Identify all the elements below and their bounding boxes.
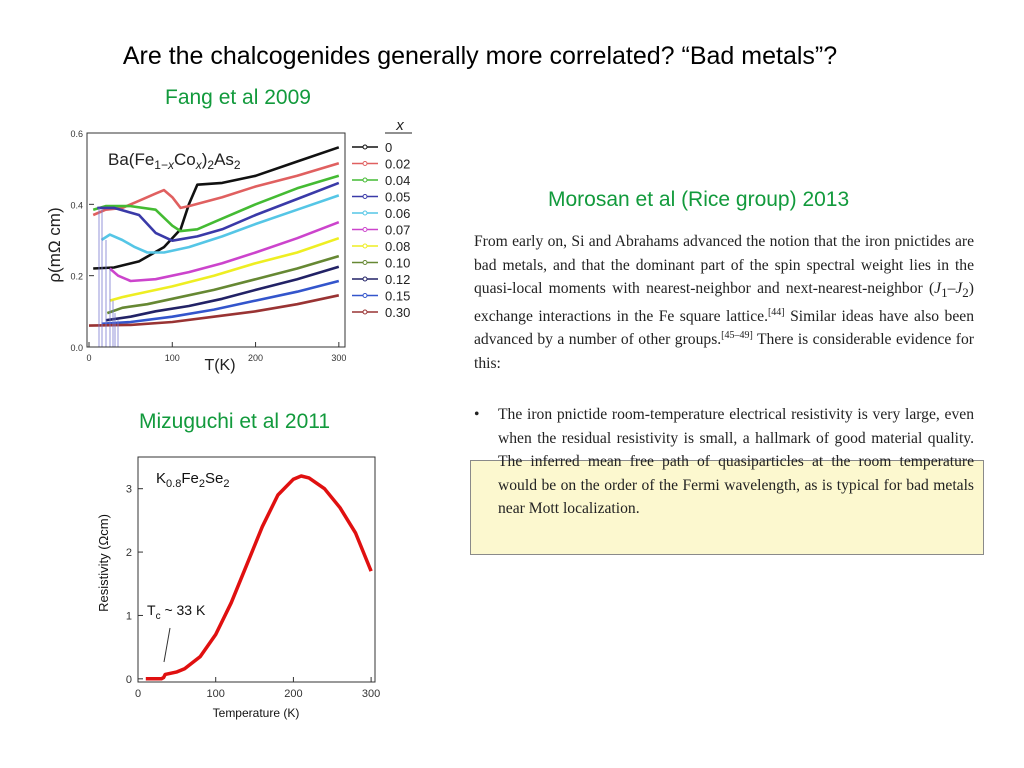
chart1-series-0.02 <box>92 162 340 217</box>
legend-label: 0.30 <box>385 305 410 320</box>
ref-44: [44] <box>767 306 785 318</box>
chart1-series-0 <box>93 146 340 270</box>
legend-marker <box>362 293 368 298</box>
chart2-compound-label: K0.8Fe2Se2 <box>156 470 229 490</box>
legend-label: 0 <box>385 140 392 155</box>
chart1-xtick-label: 100 <box>165 353 180 363</box>
chart-fang-resistivity: 0 100 200 300 0.0 0.2 0.4 0.6 Ba(Fe1−xCox)2As2… <box>45 117 412 374</box>
chart1-legend-title: x <box>395 117 404 134</box>
chart1-ytick-label: 0.2 <box>70 272 83 282</box>
chart2-ytick-label: 0 <box>126 674 132 686</box>
chart1-ylabel: ρ(mΩ cm) <box>45 207 64 282</box>
quote-bullet: • The iron pnictide room-temperature elec… <box>474 403 974 521</box>
chart2-ytick-label: 1 <box>126 610 132 622</box>
chart2-annotation-pointer <box>163 627 171 663</box>
legend-label: 0.10 <box>385 256 410 271</box>
chart1-compound-label: Ba(Fe1−xCox)2As2 <box>108 150 241 172</box>
legend-label: 0.07 <box>385 223 410 238</box>
legend-label: 0.06 <box>385 206 410 221</box>
chart2-ytick-label: 3 <box>126 484 132 496</box>
credit-fang: Fang et al 2009 <box>165 86 311 109</box>
chart1-ytick-label: 0.0 <box>70 343 83 353</box>
legend-marker <box>362 260 368 265</box>
legend-label: 0.12 <box>385 272 410 287</box>
legend-marker <box>362 194 368 199</box>
chart2-annotation: Tc ~ 33 K <box>147 602 206 622</box>
legend-marker <box>362 161 368 166</box>
chart1-xtick-label: 0 <box>86 353 91 363</box>
chart2-ylabel: Resistivity (Ωcm) <box>96 514 111 612</box>
chart2-ytick-label: 2 <box>126 547 132 559</box>
legend-marker <box>362 276 368 282</box>
chart1-xtick-label: 200 <box>248 353 263 363</box>
chart1-series-0.30 <box>88 294 340 327</box>
chart1-xlabel: T(K) <box>204 357 235 374</box>
chart1-series-0.12 <box>105 265 340 322</box>
chart2-xtick-label: 200 <box>284 688 302 700</box>
chart1-series-0.04 <box>92 174 340 233</box>
chart1-series-0.05 <box>97 181 340 242</box>
legend-marker <box>362 309 368 315</box>
chart2-xtick-label: 0 <box>135 688 141 700</box>
chart1-series-0.07 <box>108 220 340 283</box>
legend-marker <box>362 227 368 232</box>
legend-label: 0.08 <box>385 239 410 254</box>
chart1-ytick-label: 0.4 <box>70 200 83 210</box>
chart-mizuguchi-resistivity: 0 100 200 300 0 1 2 3 K0.8Fe2Se2 Tc ~ 33 K Tem… <box>96 456 380 720</box>
chart2-xtick-label: 300 <box>362 688 380 700</box>
morosan-quote: From early on, Si and Abrahams advanced … <box>474 230 974 521</box>
chart1-series-0.08 <box>109 236 340 302</box>
ref-45-49: [45–49] <box>721 329 753 341</box>
bullet-dot: • <box>474 406 480 424</box>
chart1-xtick-label: 300 <box>331 353 346 363</box>
chart2-series-line <box>145 474 373 681</box>
legend-marker <box>362 243 368 249</box>
quote-highlight <box>470 460 984 555</box>
chart1-series-0.10 <box>106 254 340 315</box>
legend-label: 0.02 <box>385 157 410 172</box>
legend-label: 0.05 <box>385 190 410 205</box>
chart2-xlabel: Temperature (K) <box>213 706 300 720</box>
chart1-legend: 0 0.020.04 0.050.06 0.070.08 0.100.12 0.150.3… <box>352 140 410 320</box>
legend-marker <box>362 177 368 183</box>
chart1-series-0.06 <box>100 194 340 254</box>
legend-marker <box>362 210 368 216</box>
credit-morosan: Morosan et al (Rice group) 2013 <box>548 188 850 211</box>
legend-label: 0.15 <box>385 289 410 304</box>
credit-mizuguchi: Mizuguchi et al 2011 <box>139 410 331 433</box>
legend-marker <box>362 144 368 150</box>
chart2-xtick-label: 100 <box>207 688 225 700</box>
legend-label: 0.04 <box>385 173 410 188</box>
chart1-ytick-label: 0.6 <box>70 129 83 139</box>
quote-paragraph-1: From early on, Si and Abrahams advanced … <box>474 233 974 372</box>
slide-title: Are the chalcogenides generally more cor… <box>122 42 838 70</box>
chart1-series-0.15 <box>101 279 340 326</box>
